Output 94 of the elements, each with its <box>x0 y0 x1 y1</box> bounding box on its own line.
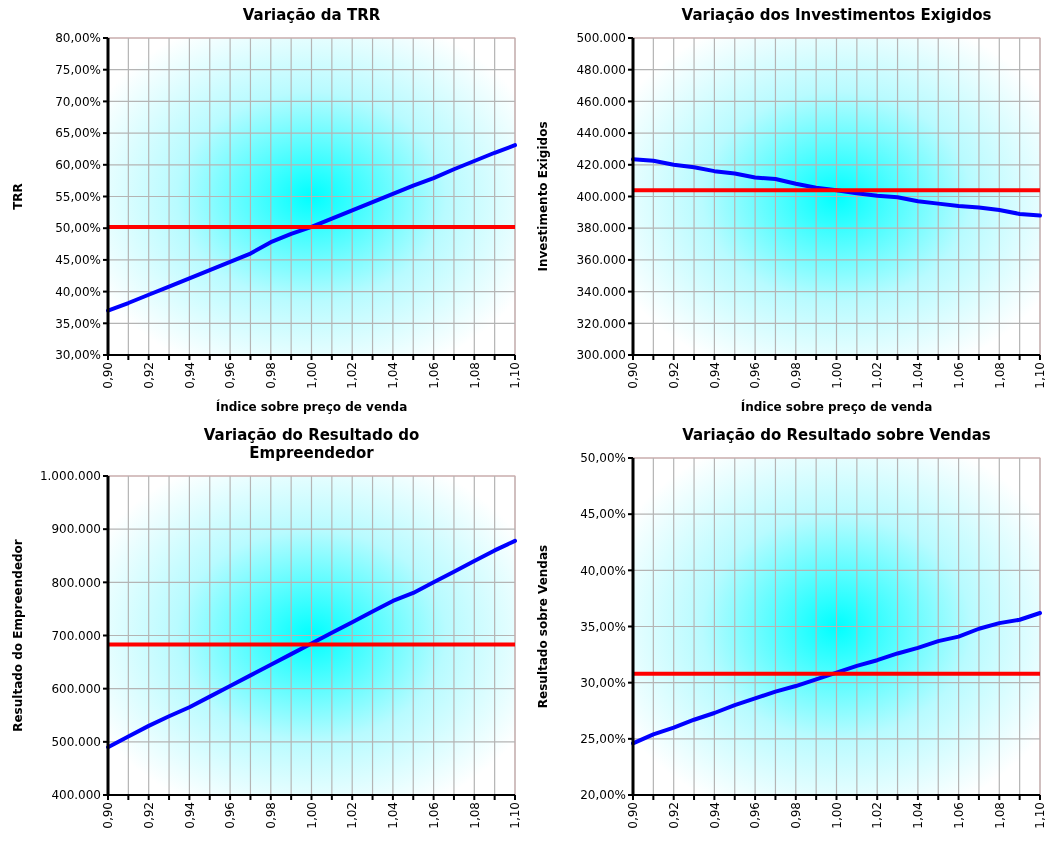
y-axis-title: Resultado do Empreendedor <box>11 539 25 732</box>
y-tick-label: 30,00% <box>55 348 101 363</box>
x-tick-label: 1,08 <box>467 802 482 829</box>
x-tick-label: 0,90 <box>626 802 641 829</box>
line-series <box>631 157 1042 218</box>
chart-title: Variação do Resultado do Empreendedor <box>203 426 420 462</box>
y-tick-label: 300.000 <box>576 348 626 363</box>
y-axis-title: TRR <box>11 183 25 210</box>
x-tick-label: 1,00 <box>829 802 844 829</box>
x-tick-label: 1,02 <box>870 362 885 389</box>
y-tick-label: 440.000 <box>576 126 626 141</box>
line-series <box>106 538 517 750</box>
x-tick-label: 1,00 <box>304 362 319 389</box>
x-tick-label: 1,04 <box>911 362 926 389</box>
y-tick-label: 55,00% <box>55 189 101 204</box>
y-tick-label: 45,00% <box>580 507 626 522</box>
y-tick-label: 480.000 <box>576 62 626 77</box>
x-tick-label: 0,98 <box>264 362 278 389</box>
x-tick-label: 1,08 <box>992 802 1007 829</box>
y-tick-label: 30,00% <box>580 675 626 690</box>
y-tick-label: 25,00% <box>580 732 626 747</box>
x-tick-label: 1,06 <box>426 802 441 829</box>
x-tick-label: 1,06 <box>951 802 966 829</box>
y-tick-label: 80,00% <box>55 31 101 46</box>
x-axis-title: Índice sobre preço de venda <box>215 399 408 414</box>
x-tick-label: 0,92 <box>141 362 156 389</box>
x-tick-label: 0,90 <box>101 802 116 829</box>
x-tick-label: 1,00 <box>829 362 844 389</box>
y-tick-label: 700.000 <box>51 628 101 643</box>
x-tick-label: 1,02 <box>345 802 360 829</box>
x-tick-label: 0,94 <box>707 802 722 829</box>
x-tick-label: 1,08 <box>992 362 1007 389</box>
x-tick-label: 1,06 <box>951 362 966 389</box>
x-tick-label: 1,10 <box>508 362 523 389</box>
line-series <box>106 143 517 313</box>
x-tick-label: 0,92 <box>141 802 156 829</box>
x-tick-label: 0,98 <box>264 802 278 829</box>
x-tick-label: 0,96 <box>748 802 763 829</box>
x-tick-label: 0,92 <box>666 362 681 389</box>
x-tick-label: 1,10 <box>1033 802 1048 829</box>
x-tick-label: 0,98 <box>789 802 803 829</box>
y-tick-label: 500.000 <box>576 31 626 46</box>
x-tick-label: 1,10 <box>508 802 523 829</box>
x-tick-label: 1,08 <box>467 362 482 389</box>
y-tick-label: 320.000 <box>576 316 626 331</box>
y-tick-label: 50,00% <box>580 451 626 466</box>
x-tick-label: 1,02 <box>870 802 885 829</box>
y-tick-label: 460.000 <box>576 94 626 109</box>
y-tick-label: 600.000 <box>51 681 101 696</box>
y-tick-label: 40,00% <box>55 284 101 299</box>
x-tick-label: 1,04 <box>386 802 401 829</box>
x-tick-label: 0,94 <box>707 362 722 389</box>
y-tick-label: 360.000 <box>576 253 626 268</box>
y-tick-label: 65,00% <box>55 126 101 141</box>
y-tick-label: 1.000.000 <box>39 469 101 484</box>
x-tick-label: 0,90 <box>101 362 116 389</box>
x-tick-label: 0,90 <box>626 362 641 389</box>
y-tick-label: 420.000 <box>576 158 626 172</box>
y-tick-label: 40,00% <box>580 563 626 578</box>
y-tick-label: 35,00% <box>55 316 101 331</box>
x-tick-label: 0,94 <box>182 802 197 829</box>
x-tick-label: 1,04 <box>911 802 926 829</box>
y-tick-label: 380.000 <box>576 221 626 236</box>
x-tick-label: 1,04 <box>386 362 401 389</box>
y-tick-label: 35,00% <box>580 619 626 634</box>
y-tick-label: 20,00% <box>580 788 626 803</box>
y-tick-label: 70,00% <box>55 94 101 109</box>
y-tick-label: 75,00% <box>55 62 101 77</box>
line-series <box>631 611 1042 746</box>
x-tick-label: 0,96 <box>748 362 763 389</box>
y-tick-label: 400.000 <box>51 788 101 803</box>
chart-title: Variação dos Investimentos Exigidos <box>681 6 992 24</box>
chart-title: Variação da TRR <box>242 6 381 24</box>
y-tick-label: 45,00% <box>55 253 101 268</box>
y-tick-label: 60,00% <box>55 158 101 172</box>
x-tick-label: 0,92 <box>666 802 681 829</box>
x-tick-label: 0,96 <box>223 802 238 829</box>
y-tick-label: 50,00% <box>55 221 101 236</box>
x-tick-label: 1,06 <box>426 362 441 389</box>
y-axis-title: Investimento Exigidos <box>536 121 550 272</box>
y-tick-label: 800.000 <box>51 575 101 590</box>
y-tick-label: 900.000 <box>51 522 101 537</box>
x-tick-label: 0,94 <box>182 362 197 389</box>
y-tick-label: 500.000 <box>51 735 101 750</box>
x-tick-label: 1,10 <box>1033 362 1048 389</box>
y-tick-label: 340.000 <box>576 284 626 299</box>
y-axis-title: Resultado sobre Vendas <box>536 544 550 709</box>
chart-title: Variação do Resultado sobre Vendas <box>682 426 991 444</box>
x-tick-label: 0,98 <box>789 362 803 389</box>
x-axis-title: Índice sobre preço de venda <box>740 399 933 414</box>
x-tick-label: 0,96 <box>223 362 238 389</box>
x-tick-label: 1,00 <box>304 802 319 829</box>
y-tick-label: 400.000 <box>576 189 626 204</box>
x-tick-label: 1,02 <box>345 362 360 389</box>
